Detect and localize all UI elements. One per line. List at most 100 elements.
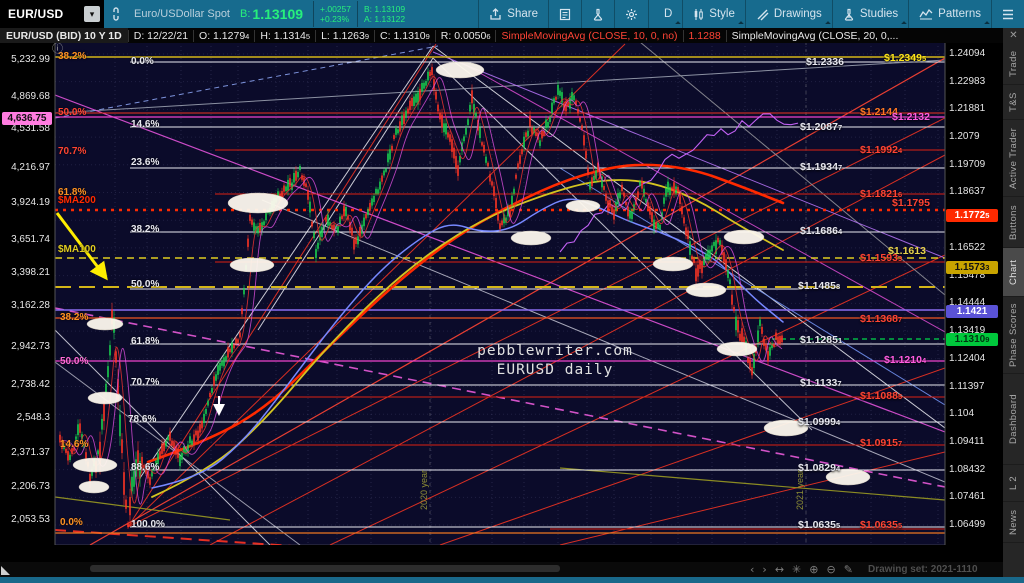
- drawing-tool-icon[interactable]: ✎: [843, 562, 853, 576]
- fit-icon[interactable]: ✳: [792, 562, 802, 576]
- harmonic-ellipse: [685, 282, 727, 298]
- sma10-value: 1.1288: [682, 29, 726, 42]
- studies-icon: [843, 8, 855, 21]
- candles: [59, 63, 783, 529]
- harmonic-ellipse: [227, 192, 289, 214]
- ohlc-field: C: 1.13109: [374, 29, 435, 42]
- ohlc-field: L: 1.12639: [315, 29, 375, 42]
- chart-header: EUR/USD (BID) 10 Y 1D D: 12/22/21 O: 1.12…: [0, 28, 1003, 43]
- chart-title: EUR/USD (BID) 10 Y 1D: [0, 28, 128, 43]
- sma20-line: [61, 77, 783, 505]
- close-icon[interactable]: ✕: [1009, 30, 1018, 41]
- settings-button[interactable]: [613, 0, 648, 28]
- zoom-out-icon[interactable]: ⊖: [826, 562, 836, 576]
- sidebar-tab-phase-scores[interactable]: Phase Scores: [1003, 297, 1024, 374]
- ask-small: A: 1.13122: [363, 14, 406, 24]
- ohlc-field: O: 1.12794: [193, 29, 255, 42]
- zoom-in-icon[interactable]: ⊕: [809, 562, 819, 576]
- style-button[interactable]: Style: [682, 0, 745, 28]
- window-bottom-accent: [0, 577, 1024, 583]
- report-icon: [559, 8, 571, 21]
- share-icon: [489, 7, 502, 21]
- watermark: pebblewriter.com EURUSD daily: [430, 342, 680, 380]
- toolbar-buttons: Share D Style Drawings Studies Patterns: [478, 0, 1024, 28]
- harmonic-ellipse: [825, 468, 871, 486]
- harmonic-ellipse: [72, 457, 118, 473]
- watermark-line2: EURUSD daily: [496, 362, 614, 378]
- bid-ask-box: B: 1.13109 A: 1.13122: [356, 1, 411, 27]
- price-change: +.00257: [320, 4, 351, 14]
- caret-icon: [901, 21, 908, 27]
- candle-icon: [693, 8, 704, 21]
- sidebar-tab-dashboard[interactable]: Dashboard: [1003, 374, 1024, 465]
- harmonic-ellipse: [87, 391, 123, 405]
- chart-scrollbar[interactable]: [90, 565, 560, 572]
- flask-icon: [592, 8, 604, 21]
- right-sidebar: ✕ Trade T&S Active Trader Buttons Chart Phase…: [1003, 28, 1024, 577]
- harmonic-ellipse: [716, 341, 758, 357]
- symbol-selector[interactable]: EUR/USD ▾: [0, 0, 104, 28]
- grid-button[interactable]: [991, 0, 1024, 28]
- gear-icon: [625, 8, 638, 21]
- caret-icon: [675, 21, 682, 27]
- studies-button[interactable]: Studies: [831, 0, 908, 28]
- list-icon: [1002, 9, 1014, 20]
- bid-label: B:: [240, 8, 251, 20]
- timeframe-button[interactable]: D: [647, 0, 682, 28]
- watermark-line1: pebblewriter.com: [477, 343, 633, 359]
- sidebar-tab-l-2[interactable]: L 2: [1003, 465, 1024, 502]
- harmonic-ellipse: [229, 257, 275, 273]
- plot-content: [55, 42, 945, 545]
- sma200-line: [146, 163, 785, 464]
- sma10-label[interactable]: SimpleMovingAvg (CLOSE, 10, 0, no): [495, 29, 682, 42]
- sma20-label[interactable]: SimpleMovingAvg (CLOSE, 20, 0,...: [725, 29, 904, 42]
- price-change-pct: +0.23%: [320, 14, 350, 24]
- chart-nav-icons: ‹ › ↔ ✳ ⊕ ⊖ ✎: [746, 562, 857, 576]
- top-toolbar: EUR/USD ▾ Euro/USDollar Spot B: 1.13109 …: [0, 0, 1024, 28]
- symbol-description: Euro/USDollar Spot: [134, 8, 230, 20]
- sma50-line: [151, 198, 784, 489]
- caret-icon: [984, 21, 990, 27]
- sidebar-tab-chart[interactable]: Chart: [1003, 248, 1024, 297]
- harmonic-ellipse: [652, 256, 694, 272]
- sidebar-tab-t-s[interactable]: T&S: [1003, 85, 1024, 120]
- ohlc-field: H: 1.13145: [254, 29, 316, 42]
- drawings-button[interactable]: Drawings: [744, 0, 832, 28]
- sma10-line: [61, 76, 783, 504]
- harmonic-ellipse: [78, 480, 110, 494]
- plot-background: [54, 41, 946, 546]
- harmonic-ellipse: [723, 229, 765, 245]
- caret-icon: [738, 21, 744, 27]
- sidebar-tab-news[interactable]: News: [1003, 502, 1024, 543]
- ohlc-fields: D: 12/22/21 O: 1.12794 H: 1.13145 L: 1.1263…: [127, 29, 496, 42]
- sidebar-tab-active-trader[interactable]: Active Trader: [1003, 120, 1024, 197]
- drawing-set-label: Drawing set: 2021-1110: [868, 564, 978, 575]
- drawings-icon: [756, 8, 769, 21]
- harmonic-ellipse: [565, 199, 601, 213]
- harmonic-ellipse: [86, 317, 124, 331]
- step-back-icon[interactable]: ‹: [750, 562, 755, 576]
- change-box: +.00257 +0.23%: [313, 1, 357, 27]
- caret-icon: [824, 21, 831, 27]
- report-button[interactable]: [547, 0, 581, 28]
- resize-grip[interactable]: [1, 566, 10, 575]
- harmonic-ellipse: [763, 419, 809, 437]
- step-forward-icon[interactable]: ›: [762, 562, 767, 576]
- info-icon[interactable]: ⓘ: [52, 43, 63, 55]
- sidebar-tab-trade[interactable]: Trade: [1003, 44, 1024, 85]
- analyze-button[interactable]: [580, 0, 614, 28]
- pan-icon[interactable]: ↔: [774, 562, 785, 576]
- bid-small: B: 1.13109: [363, 4, 406, 14]
- share-button[interactable]: Share: [478, 0, 548, 28]
- sidebar-tab-buttons[interactable]: Buttons: [1003, 197, 1024, 248]
- x-axis: MarAprMayJunJulAugSepOctNov21MarAprMayJu…: [0, 545, 1003, 562]
- patterns-button[interactable]: Patterns: [908, 0, 991, 28]
- bid-price: 1.13109: [252, 6, 304, 22]
- link-icon[interactable]: [110, 7, 122, 21]
- sma100-line: [151, 179, 784, 498]
- symbol-dropdown-button[interactable]: ▾: [84, 6, 100, 22]
- ohlc-field: D: 12/22/21: [127, 29, 194, 42]
- harmonic-ellipse: [435, 61, 485, 79]
